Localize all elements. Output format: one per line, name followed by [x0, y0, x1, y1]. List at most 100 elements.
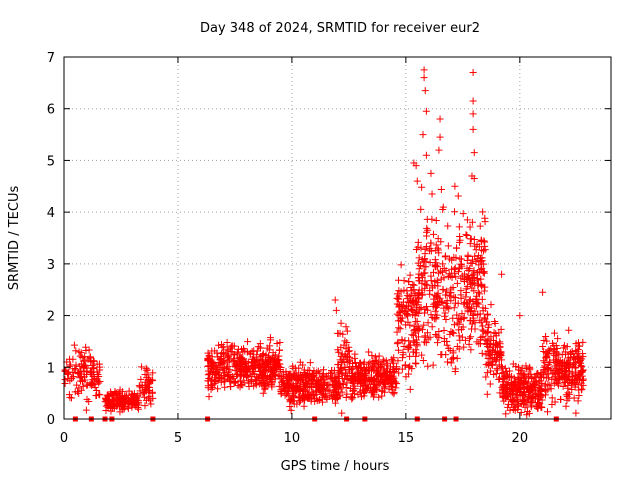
chart-title: Day 348 of 2024, SRMTID for receiver eur… [200, 21, 480, 36]
data-point [414, 333, 422, 341]
data-point [413, 349, 421, 357]
data-point [348, 369, 356, 377]
data-point [404, 307, 412, 315]
y-tick-label: 2 [47, 310, 55, 325]
data-point [457, 291, 465, 299]
data-point [319, 390, 327, 398]
data-point [449, 314, 457, 322]
data-point [349, 359, 356, 367]
data-point [481, 214, 489, 222]
data-point [143, 374, 151, 382]
data-point [408, 331, 416, 339]
data-point [251, 358, 259, 366]
data-point [454, 268, 462, 276]
data-point [496, 340, 504, 348]
data-point [576, 375, 583, 383]
data-point [209, 383, 217, 391]
data-point [209, 363, 217, 371]
data-point [432, 259, 440, 267]
data-point [82, 347, 90, 355]
data-point [562, 350, 570, 358]
data-point [388, 386, 396, 394]
data-point [396, 309, 404, 317]
data-point [463, 216, 471, 224]
data-point [501, 372, 509, 380]
data-point [147, 400, 155, 408]
data-point [226, 366, 234, 374]
data-point [307, 383, 315, 391]
grid-lines [64, 57, 611, 419]
data-point [483, 328, 491, 336]
data-point [224, 351, 232, 359]
data-point [351, 354, 359, 362]
data-point [514, 375, 522, 383]
data-point [418, 279, 426, 287]
data-point [417, 271, 425, 279]
data-point-peak [470, 149, 478, 157]
data-point [361, 382, 369, 390]
data-point [445, 305, 453, 313]
data-point [476, 222, 484, 230]
data-point [444, 222, 452, 230]
data-point [457, 261, 465, 269]
data-point [455, 320, 463, 328]
data-point [440, 274, 448, 282]
x-tick-label: 5 [174, 431, 182, 446]
data-point [134, 397, 142, 405]
data-point [393, 328, 401, 336]
data-point [451, 208, 459, 216]
data-point [244, 358, 252, 366]
data-point [480, 287, 488, 295]
data-point [395, 311, 403, 319]
data-point [468, 325, 476, 333]
data-point [262, 351, 270, 359]
data-point [405, 344, 413, 352]
data-point [406, 271, 414, 279]
data-point [418, 291, 426, 299]
data-point [538, 396, 546, 404]
data-point [487, 333, 495, 341]
data-point [575, 386, 583, 394]
data-point [102, 406, 110, 414]
data-point [289, 391, 297, 399]
data-point [72, 347, 80, 355]
data-point [400, 277, 408, 285]
data-point [321, 376, 329, 384]
data-point [336, 392, 344, 400]
data-point [337, 319, 345, 327]
data-point [542, 349, 550, 357]
data-point [260, 372, 268, 380]
data-point [453, 311, 461, 319]
data-point [499, 369, 507, 377]
data-point [82, 406, 90, 414]
data-point [290, 400, 298, 408]
data-point [533, 404, 541, 412]
data-point [548, 375, 556, 383]
data-point [483, 390, 491, 398]
data-point [462, 285, 470, 293]
data-point [351, 382, 359, 390]
data-point [431, 291, 439, 299]
data-point [477, 280, 485, 288]
data-point [274, 355, 282, 363]
data-point [448, 256, 456, 264]
data-point [87, 379, 95, 387]
data-point [212, 367, 220, 375]
data-point [208, 376, 216, 384]
data-point [392, 365, 400, 373]
data-point [242, 363, 250, 371]
data-point [561, 361, 569, 369]
data-point [78, 354, 86, 362]
data-point [480, 314, 488, 322]
data-point [89, 364, 97, 372]
data-point [480, 247, 488, 255]
data-point [84, 355, 92, 363]
data-point [208, 364, 216, 372]
x-tick-label: 20 [512, 431, 529, 446]
data-point [287, 396, 295, 404]
data-point [407, 291, 415, 299]
data-point [399, 351, 407, 359]
data-point [278, 389, 286, 397]
data-point [399, 298, 407, 306]
data-point [367, 375, 375, 383]
